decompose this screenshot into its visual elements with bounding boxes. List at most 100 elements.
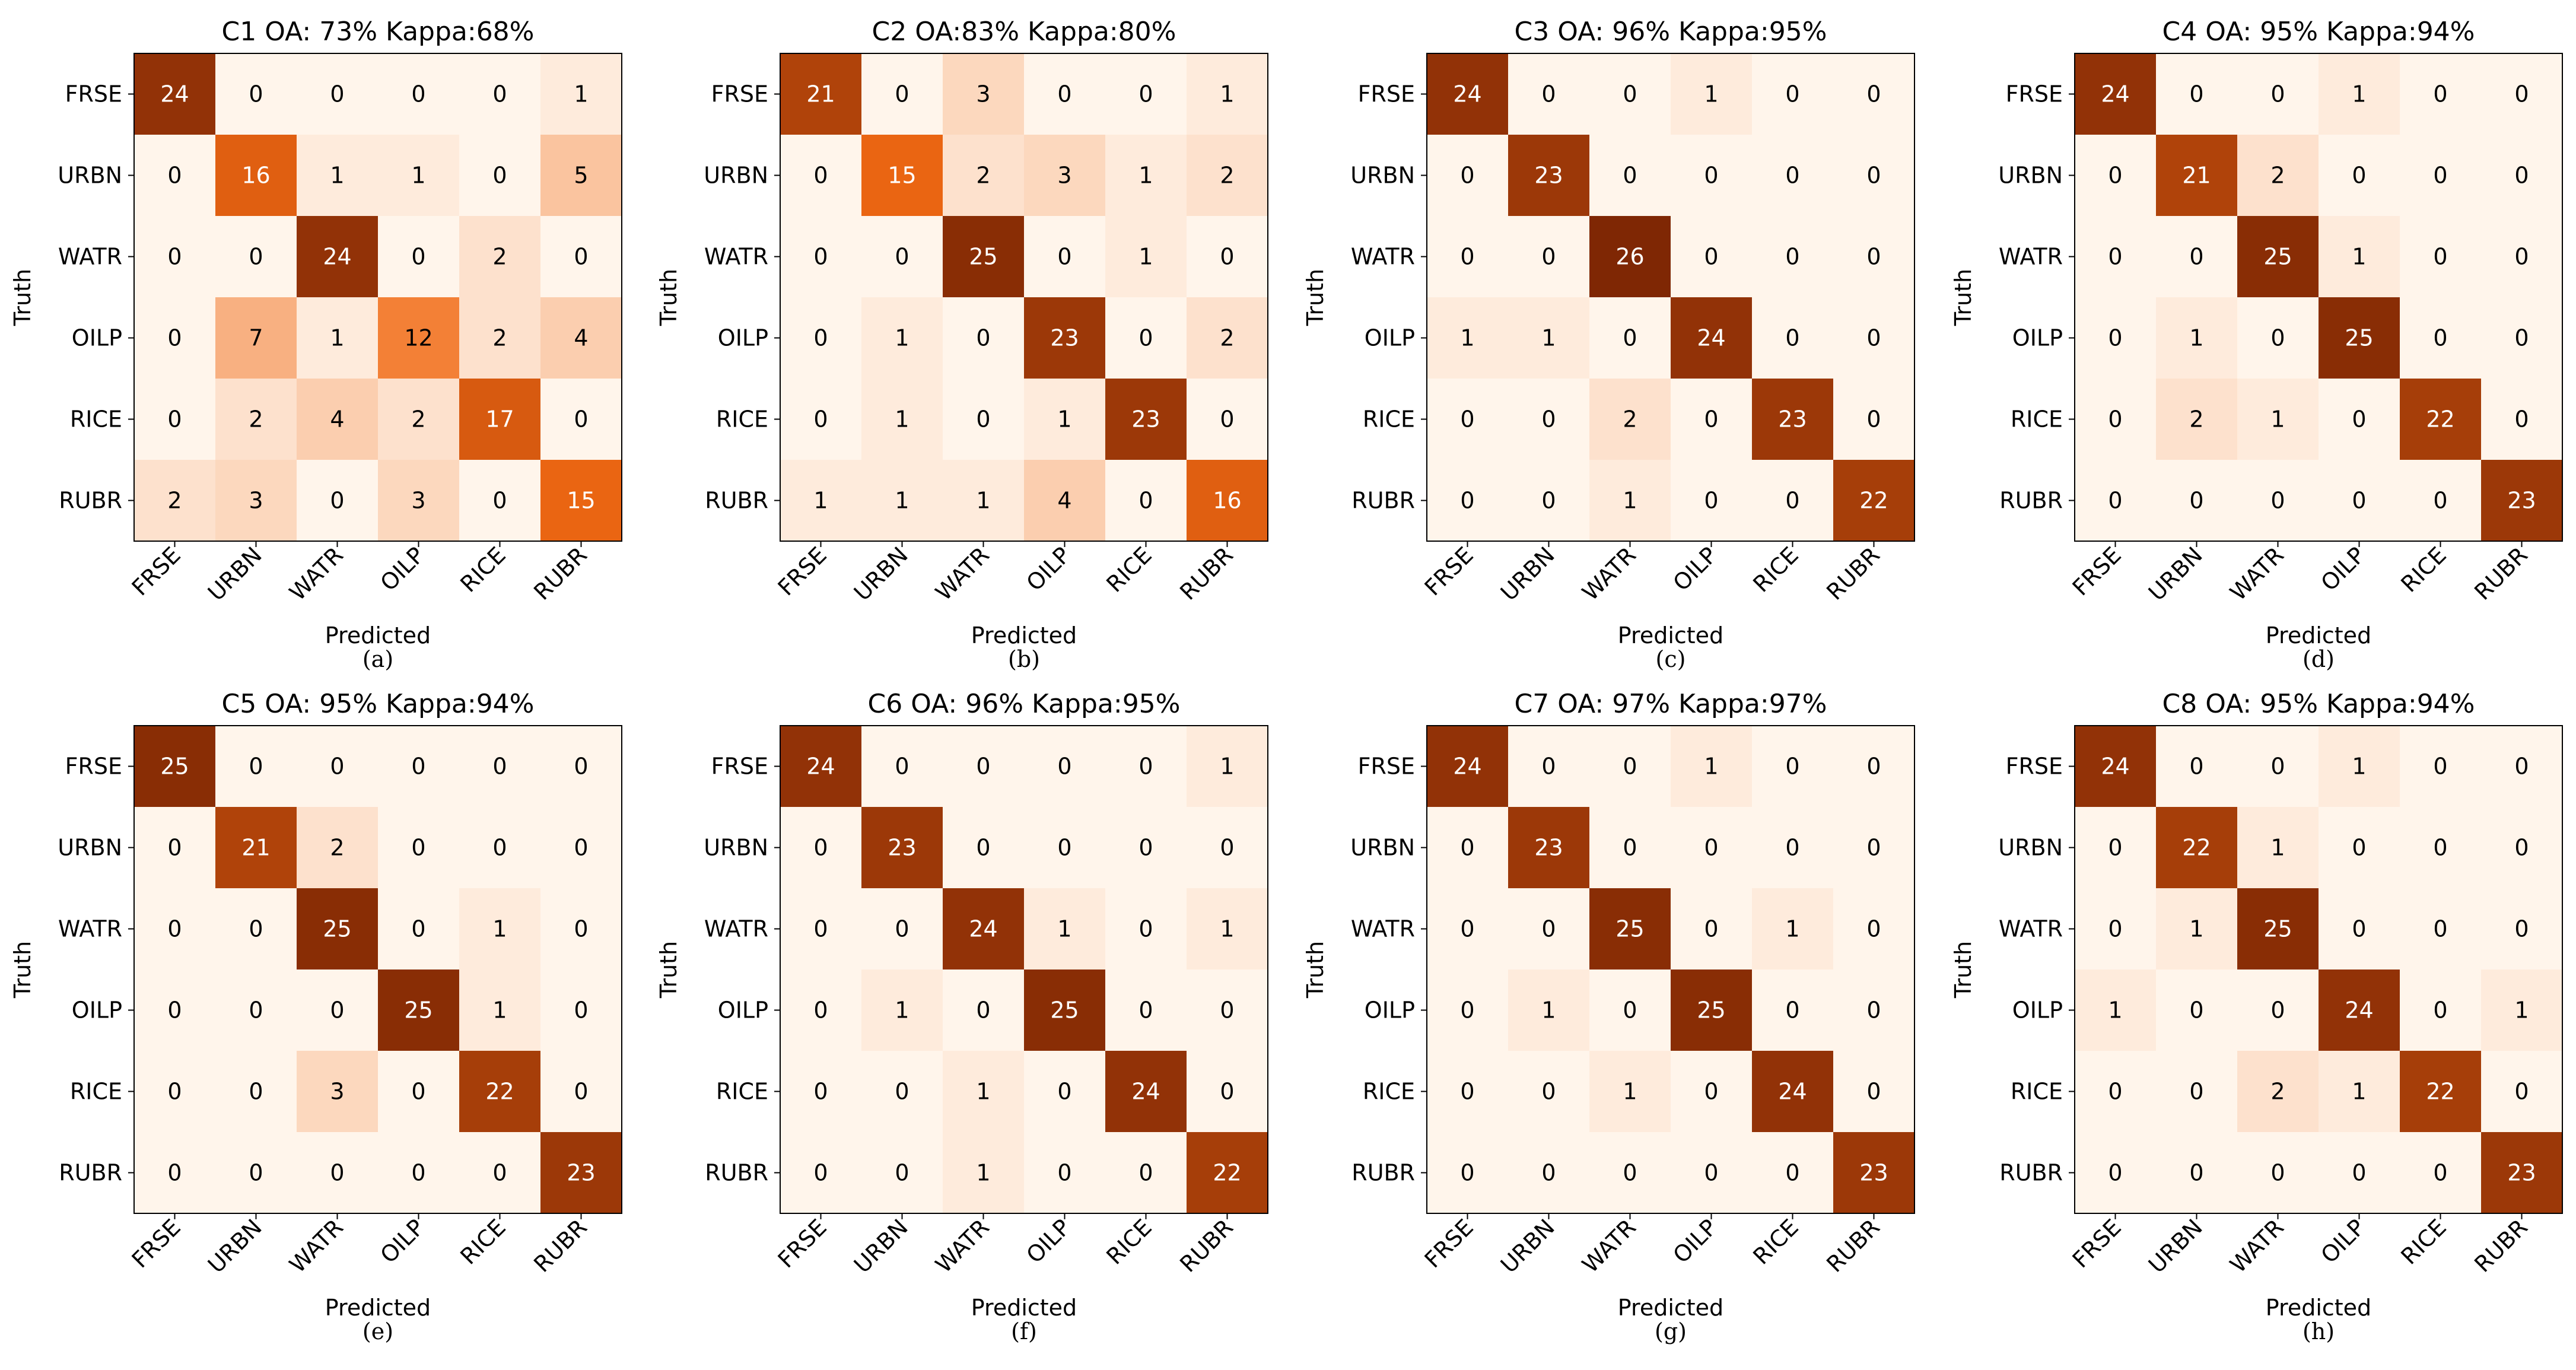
cell-value-label: 1 [1541,997,1556,1023]
matrix-cell [943,888,1024,970]
cell-value-label: 0 [1138,488,1153,514]
cell-value-label: 1 [2189,325,2203,351]
matrix-cell [2481,807,2562,888]
matrix-cell [2156,807,2237,888]
matrix-cell [1187,460,1268,541]
matrix-cell [215,135,297,216]
cell-value-label: 0 [2433,81,2447,107]
cell-value-label: 2 [2270,163,2285,189]
panel-title: C4 OA: 95% Kappa:94% [2162,17,2475,47]
y-axis-label: Truth [656,941,682,999]
matrix-cell [1752,970,1833,1051]
y-tick-label: WATR [704,244,768,270]
cell-value-label: 0 [1785,325,1799,351]
cell-value-label: 0 [574,406,588,433]
matrix-cell [1589,1132,1671,1213]
matrix-cell [2481,379,2562,460]
matrix-cell [861,297,943,379]
matrix-cell [1105,807,1187,888]
matrix-cell [1024,460,1105,541]
matrix-cell [1833,970,1914,1051]
matrix-cell [780,135,861,216]
cell-value-label: 0 [2514,406,2529,433]
x-tick-label: URBN [1496,1214,1560,1278]
y-tick-label: RICE [716,406,768,433]
confusion-matrix-panel-4: C4 OA: 95% Kappa:94%24 0 0 1 0 00 21 2 0 0 00 0 25 1 0… [1950,17,2563,672]
cell-value-label: 0 [1460,997,1474,1023]
matrix-cell [1105,970,1187,1051]
y-tick-label: RUBR [1351,488,1415,514]
cell-value-label: 0 [1704,1160,1718,1186]
cell-value-label: 0 [2189,81,2203,107]
cell-value-label: 0 [1460,244,1474,270]
matrix-cell [1187,379,1268,460]
y-axis-label: Truth [1302,269,1328,326]
matrix-cell [1024,53,1105,135]
matrix-cell [1427,460,1508,541]
y-tick-label: WATR [1999,916,2063,942]
cell-value-label: 0 [1541,81,1556,107]
cell-value-label: 0 [1785,754,1799,780]
matrix-cell [459,1051,540,1132]
y-tick-label: FRSE [65,81,122,107]
panel-caption: (b) [1008,646,1040,672]
matrix-cell [1105,1132,1187,1213]
x-tick-label: WATR [1577,542,1641,606]
x-tick-label: OILP [376,1214,430,1268]
y-tick-label: FRSE [1358,81,1415,107]
matrix-cell [943,53,1024,135]
cell-value-label: 0 [1541,406,1556,433]
matrix-cell [1427,1051,1508,1132]
cell-value-label: 0 [1623,81,1637,107]
cell-value-label: 0 [411,1079,425,1105]
matrix-frame [780,725,1268,1214]
x-tick-label: OILP [1022,542,1076,596]
matrix-cell [1427,888,1508,970]
matrix-cell [1589,888,1671,970]
matrix-cell [1427,807,1508,888]
matrix-cell [2237,807,2319,888]
matrix-cell [780,970,861,1051]
matrix-cell [2237,379,2319,460]
panel-caption: (d) [2303,646,2335,672]
matrix-cell [378,135,459,216]
cell-value-label: 0 [2189,754,2203,780]
matrix-cell [1671,807,1752,888]
cell-value-label: 0 [492,1160,507,1186]
y-tick-label: OILP [72,325,122,351]
cell-value-label: 0 [2108,488,2122,514]
cell-value-label: 22 [2426,1079,2454,1105]
matrix-cell [861,888,943,970]
matrix-cell [1671,726,1752,807]
cell-value-label: 24 [2101,754,2129,780]
panel-title: C3 OA: 96% Kappa:95% [1515,17,1827,47]
matrix-cell [1671,379,1752,460]
cell-value-label: 0 [976,835,990,861]
y-tick-label: URBN [1350,835,1415,861]
matrix-cell [2400,460,2481,541]
matrix-cell [459,726,540,807]
y-tick-label: OILP [72,997,122,1023]
matrix-frame [1426,53,1915,542]
x-tick-label: RUBR [1175,542,1238,605]
cell-value-label: 23 [2507,488,2536,514]
cell-value-label: 0 [1138,81,1153,107]
matrix-cell [1589,53,1671,135]
cell-value-label: 0 [2352,488,2366,514]
matrix-cell [1833,379,1914,460]
y-tick-label: URBN [1998,163,2063,189]
matrix-cell [1024,888,1105,970]
matrix-cell [1024,1051,1105,1132]
cell-value-label: 0 [167,916,182,942]
matrix-cell [1508,726,1589,807]
matrix-cell [1187,970,1268,1051]
cell-value-label: 0 [2108,1160,2122,1186]
cell-value-label: 0 [1541,916,1556,942]
x-tick-label: RICE [1101,1214,1156,1269]
cell-value-label: 1 [1138,244,1153,270]
matrix-cell [215,297,297,379]
matrix-cell [1752,297,1833,379]
matrix-cell [1105,216,1187,297]
cell-value-label: 0 [1138,916,1153,942]
x-tick-label: URBN [849,542,913,606]
